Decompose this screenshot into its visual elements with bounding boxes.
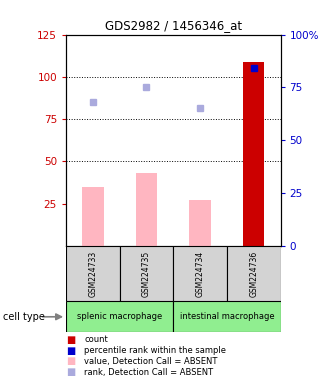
Text: ■: ■ bbox=[66, 367, 75, 377]
Bar bbox=[243, 61, 264, 246]
Text: rank, Detection Call = ABSENT: rank, Detection Call = ABSENT bbox=[84, 367, 213, 377]
Text: GSM224734: GSM224734 bbox=[196, 250, 205, 297]
Text: ■: ■ bbox=[66, 335, 75, 345]
Text: GSM224735: GSM224735 bbox=[142, 250, 151, 297]
Text: GSM224733: GSM224733 bbox=[88, 250, 97, 297]
Bar bbox=[82, 187, 104, 246]
Bar bbox=[173, 246, 227, 301]
Text: count: count bbox=[84, 335, 108, 344]
Title: GDS2982 / 1456346_at: GDS2982 / 1456346_at bbox=[105, 19, 242, 32]
Bar bbox=[66, 301, 173, 332]
Text: GSM224736: GSM224736 bbox=[249, 250, 258, 297]
Bar bbox=[66, 246, 120, 301]
Text: cell type: cell type bbox=[3, 312, 45, 322]
Bar bbox=[173, 301, 280, 332]
Bar bbox=[136, 173, 157, 246]
Text: value, Detection Call = ABSENT: value, Detection Call = ABSENT bbox=[84, 357, 217, 366]
Bar bbox=[227, 246, 280, 301]
Text: intestinal macrophage: intestinal macrophage bbox=[180, 312, 274, 321]
Text: percentile rank within the sample: percentile rank within the sample bbox=[84, 346, 226, 355]
Bar bbox=[189, 200, 211, 246]
Bar bbox=[120, 246, 173, 301]
Text: ■: ■ bbox=[66, 356, 75, 366]
Text: ■: ■ bbox=[66, 346, 75, 356]
Text: splenic macrophage: splenic macrophage bbox=[77, 312, 162, 321]
